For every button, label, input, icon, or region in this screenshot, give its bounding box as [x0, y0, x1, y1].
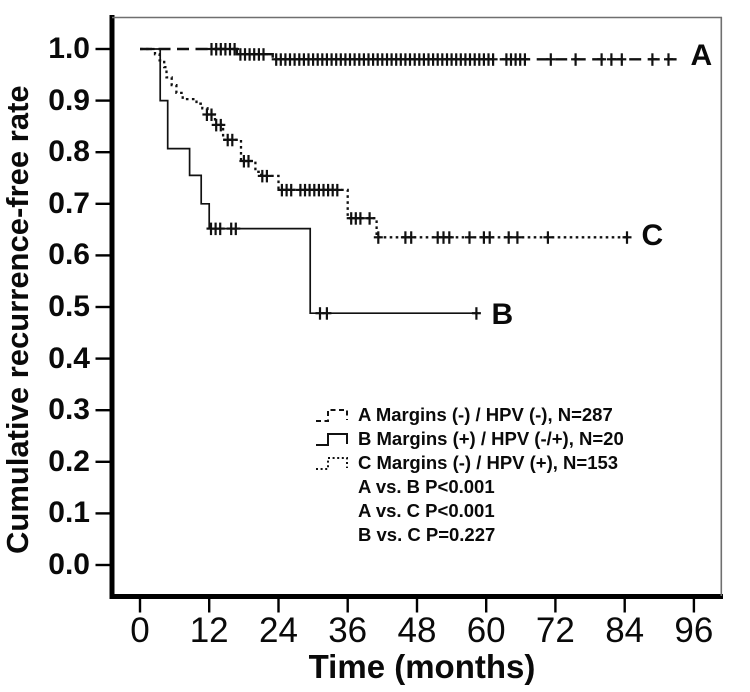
legend: A Margins (-) / HPV (-), N=287 B Margins …	[314, 403, 624, 547]
survival-curve-B	[140, 48, 479, 315]
legend-sample-line	[316, 433, 348, 446]
curve-label-B: B	[491, 297, 514, 331]
censor-marks-C	[202, 108, 632, 244]
legend-sample-line	[316, 409, 348, 422]
x-tick-label-24: 24	[259, 611, 298, 650]
legend-pvalue-label-1: A vs. B P<0.001	[358, 476, 495, 497]
x-tick-label-72: 72	[535, 611, 575, 650]
x-tick-label-12: 12	[189, 611, 229, 650]
legend-pvalue-3: B vs. C P=0.227	[314, 523, 624, 547]
legend-pvalue-label-3: B vs. C P=0.227	[358, 524, 496, 545]
y-tick-label-0.1: 0.1	[48, 496, 90, 530]
legend-pvalue-2: A vs. C P<0.001	[314, 499, 624, 523]
x-tick-label-96: 96	[674, 611, 714, 650]
y-tick-label-0.6: 0.6	[48, 238, 90, 272]
legend-item-B: B Margins (+) / HPV (-/+), N=20	[314, 427, 624, 451]
legend-line-sample-B	[316, 433, 348, 446]
y-tick-label-0.2: 0.2	[48, 444, 90, 478]
y-tick-label-0.9: 0.9	[48, 83, 90, 117]
legend-line-sample-A	[316, 409, 348, 422]
y-tick-label-1.0: 1.0	[48, 32, 90, 65]
curve-label-A: A	[690, 39, 713, 73]
legend-line-sample-C	[316, 457, 348, 470]
survival-curve-C	[140, 47, 629, 239]
y-tick-label-0.4: 0.4	[48, 341, 90, 375]
legend-pvalue-1: A vs. B P<0.001	[314, 475, 624, 499]
legend-sample-spacer	[314, 501, 358, 521]
legend-item-C: C Margins (-) / HPV (+), N=153	[314, 451, 624, 475]
x-tick-label-60: 60	[466, 611, 506, 650]
x-tick-label-84: 84	[605, 611, 645, 650]
x-tick-label-36: 36	[328, 611, 368, 650]
y-tick-label-0.7: 0.7	[48, 186, 90, 220]
x-tick-label-0: 0	[130, 611, 150, 650]
y-tick-label-0.3: 0.3	[48, 393, 90, 427]
legend-sample-line	[316, 457, 348, 470]
legend-sample-spacer	[314, 477, 358, 497]
legend-item-label-A: A Margins (-) / HPV (-), N=287	[358, 404, 613, 425]
y-tick-label-0.0: 0.0	[48, 548, 90, 581]
legend-item-A: A Margins (-) / HPV (-), N=287	[314, 403, 624, 427]
censor-marks-B	[206, 222, 481, 320]
legend-sample-spacer	[314, 525, 358, 545]
y-tick-label-0.5: 0.5	[48, 290, 90, 323]
x-tick-label-48: 48	[397, 611, 437, 650]
x-axis-title: Time (months)	[308, 648, 536, 685]
curve-label-C: C	[641, 218, 664, 252]
legend-item-label-C: C Margins (-) / HPV (+), N=153	[358, 452, 619, 473]
y-tick-label-0.8: 0.8	[48, 135, 90, 169]
legend-pvalue-label-2: A vs. C P<0.001	[358, 500, 495, 521]
censor-marks-A	[207, 43, 673, 66]
legend-item-label-B: B Margins (+) / HPV (-/+), N=20	[358, 428, 624, 449]
